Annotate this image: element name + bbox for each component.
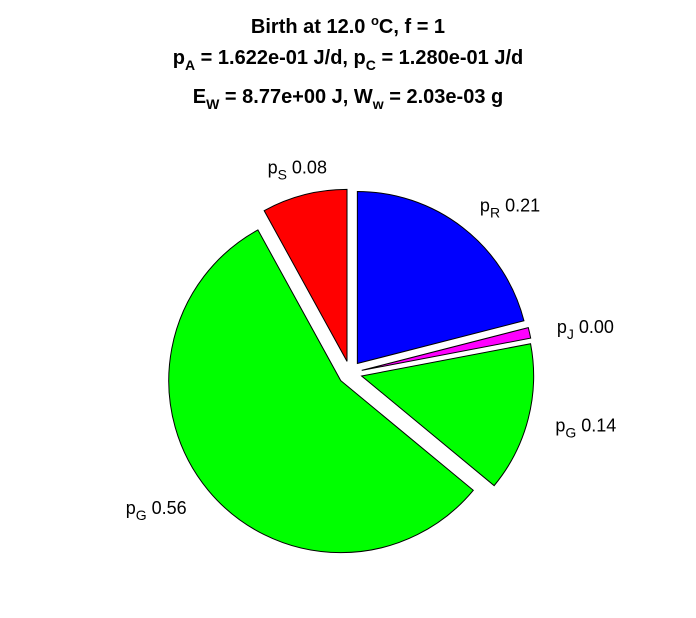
title-line-1: Birth at 12.0 oC, f = 1 — [251, 13, 445, 38]
slice-label-pG-3: pG 0.56 — [126, 498, 187, 523]
pie-slice-pR-0 — [356, 191, 525, 365]
pie-slice-pJ-1 — [361, 326, 532, 371]
title-line-2: pA = 1.622e-01 J/d, pC = 1.280e-01 J/d — [173, 47, 523, 73]
pie-labels: pR 0.21 pJ 0.00 pG 0.14 pG 0.56 pS 0.08 — [126, 158, 617, 523]
title-line-3: EW = 8.77e+00 J, Ww = 2.03e-03 g — [193, 86, 503, 112]
pie-slice-pG-3 — [168, 229, 474, 554]
pie-slices — [168, 188, 535, 554]
pie-slice-pG-2 — [360, 343, 535, 487]
slice-label-pG-2: pG 0.14 — [555, 416, 616, 441]
slice-label-pJ-1: pJ 0.00 — [557, 317, 614, 342]
slice-label-pR-0: pR 0.21 — [480, 195, 540, 220]
slice-label-pS-4: pS 0.08 — [268, 158, 327, 183]
pie-slice-pS-4 — [263, 188, 348, 362]
